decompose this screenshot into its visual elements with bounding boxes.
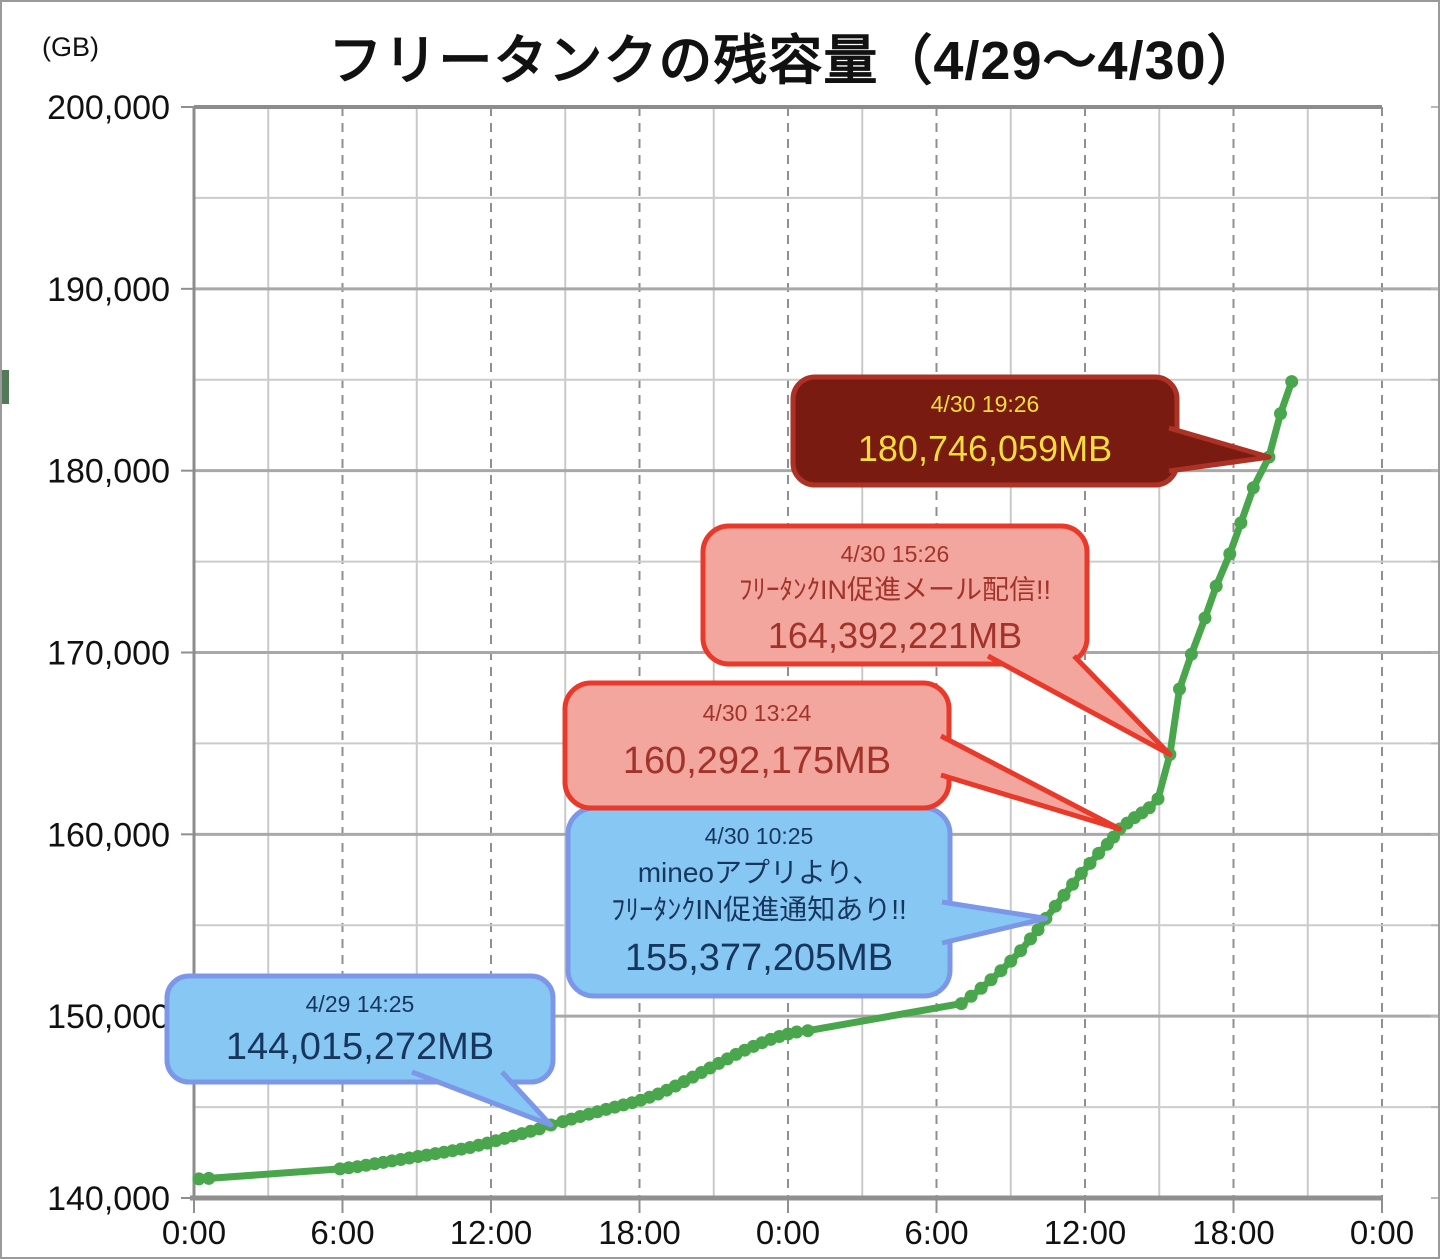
x-axis-labels: 0:00 6:00 12:00 18:00 0:00 6:00 12:00 18:00 0:00	[162, 1214, 1414, 1251]
data-point-marker	[790, 1025, 804, 1039]
x-tick-label: 18:00	[598, 1214, 681, 1251]
data-point-marker	[1223, 547, 1237, 561]
callout-note-line: mineoアプリより、	[638, 857, 881, 888]
callout-value: 155,377,205MB	[625, 937, 893, 979]
callout-tail	[1168, 425, 1272, 474]
data-point-marker	[964, 989, 978, 1003]
callout-value: 164,392,221MB	[768, 615, 1022, 656]
data-point-marker	[1024, 932, 1037, 946]
y-axis-labels: 140,000 150,000 160,000 170,000 180,000 190,0…	[47, 89, 170, 1218]
x-tick-label: 0:00	[1350, 1214, 1414, 1251]
data-point-marker	[1092, 846, 1106, 860]
x-tick-label: 18:00	[1192, 1214, 1275, 1251]
data-point-marker	[1173, 682, 1186, 696]
y-tick-label: 170,000	[47, 635, 170, 673]
x-tick-label: 6:00	[310, 1214, 374, 1251]
data-point-marker	[994, 964, 1008, 978]
data-point-marker	[1057, 888, 1071, 902]
data-point-marker	[1066, 877, 1080, 891]
callout-value: 144,015,272MB	[226, 1026, 494, 1068]
left-edge-artifact	[2, 370, 9, 404]
data-point-marker	[1142, 801, 1156, 815]
y-tick-label: 190,000	[47, 271, 170, 309]
data-point-marker	[1184, 647, 1198, 661]
data-point-marker	[532, 1122, 546, 1136]
data-point-marker	[1234, 516, 1248, 530]
y-tick-label: 180,000	[47, 453, 170, 491]
callout-date: 4/30 10:25	[705, 823, 814, 849]
callout-date: 4/29 14:25	[306, 991, 415, 1017]
callout-tail	[411, 1069, 554, 1128]
data-point-marker	[1014, 944, 1028, 958]
callout-bubble	[700, 523, 1090, 667]
callout-bubble	[164, 973, 556, 1085]
callout-note-line: ﾌﾘｰﾀﾝｸIN促進通知あり!!	[611, 894, 907, 925]
data-point-marker	[1151, 792, 1165, 806]
data-point-marker	[1031, 923, 1045, 937]
x-tick-label: 6:00	[904, 1214, 968, 1251]
data-point-marker	[984, 973, 998, 987]
callout-4-29-14-25: 4/29 14:25 144,015,272MB	[164, 973, 556, 1128]
data-point-marker	[954, 997, 968, 1011]
callout-4-30-13-24: 4/30 13:24 160,292,175MB	[562, 680, 1123, 832]
data-point-marker	[1285, 375, 1299, 389]
data-point-marker	[801, 1024, 815, 1038]
callout-date: 4/30 13:24	[703, 700, 812, 726]
data-point-marker	[1246, 481, 1260, 495]
data-point-marker	[192, 1172, 206, 1186]
data-point-marker	[1074, 866, 1088, 880]
y-tick-label: 160,000	[47, 816, 170, 854]
callout-4-30-19-26: 4/30 19:26 180,746,059MB	[790, 374, 1272, 488]
y-axis-unit-label: (GB)	[42, 32, 99, 62]
callout-value: 180,746,059MB	[858, 428, 1112, 469]
callout-date: 4/30 19:26	[931, 391, 1040, 417]
data-point-marker	[202, 1171, 216, 1185]
data-point-marker	[1209, 579, 1223, 593]
x-tick-label: 0:00	[162, 1214, 226, 1251]
y-tick-label: 140,000	[47, 1180, 170, 1218]
data-point-marker	[1083, 856, 1097, 870]
y-tick-label: 150,000	[47, 998, 170, 1036]
x-tick-label: 12:00	[450, 1214, 533, 1251]
chart-title: フリータンクの残容量（4/29～4/30）	[328, 31, 1262, 91]
callout-tail	[939, 733, 1123, 832]
callout-note-line: ﾌﾘｰﾀﾝｸIN促進メール配信!!	[739, 575, 1051, 605]
callout-tail	[941, 899, 1049, 946]
callout-4-30-15-26: 4/30 15:26 ﾌﾘｰﾀﾝｸIN促進メール配信!! 164,392,221MB	[700, 523, 1173, 757]
callout-date: 4/30 15:26	[841, 541, 950, 567]
data-point-marker	[1274, 407, 1287, 421]
data-point-marker	[974, 981, 988, 995]
y-tick-label: 200,000	[47, 89, 170, 127]
plot-right-border	[1431, 106, 1438, 1199]
data-point-marker	[1004, 954, 1018, 968]
data-point-marker	[1198, 611, 1212, 625]
callout-4-30-10-25: 4/30 10:25 mineoアプリより、 ﾌﾘｰﾀﾝｸIN促進通知あり!! 155…	[565, 805, 1049, 999]
callout-tail	[986, 653, 1173, 757]
callout-value: 160,292,175MB	[623, 740, 891, 782]
x-tick-label: 0:00	[756, 1214, 820, 1251]
x-tick-label: 12:00	[1044, 1214, 1127, 1251]
data-point-marker	[1048, 899, 1062, 913]
